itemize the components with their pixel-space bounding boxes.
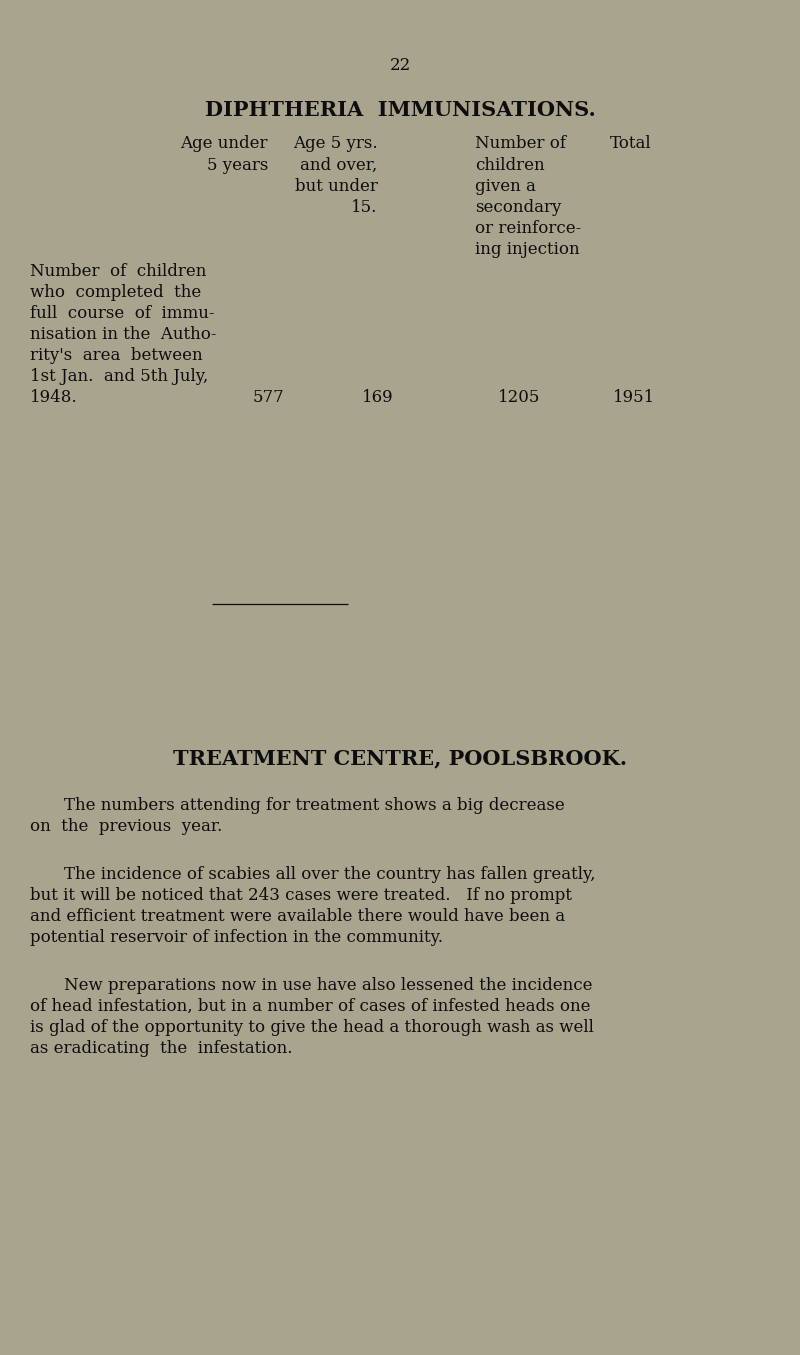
Text: 1951: 1951 bbox=[613, 389, 654, 406]
Text: The incidence of scabies all over the country has fallen greatly,: The incidence of scabies all over the co… bbox=[64, 866, 595, 883]
Text: Number  of  children: Number of children bbox=[30, 263, 206, 280]
Text: full  course  of  immu-: full course of immu- bbox=[30, 305, 215, 322]
Text: and over,: and over, bbox=[300, 156, 378, 173]
Text: children: children bbox=[475, 156, 545, 173]
Text: given a: given a bbox=[475, 178, 536, 195]
Text: secondary: secondary bbox=[475, 198, 562, 215]
Text: TREATMENT CENTRE, POOLSBROOK.: TREATMENT CENTRE, POOLSBROOK. bbox=[173, 748, 627, 768]
Text: rity's  area  between: rity's area between bbox=[30, 347, 203, 364]
Text: Number of: Number of bbox=[475, 136, 566, 153]
Text: nisation in the  Autho-: nisation in the Autho- bbox=[30, 325, 217, 343]
Text: or reinforce-: or reinforce- bbox=[475, 220, 582, 237]
Text: 1948.: 1948. bbox=[30, 389, 78, 406]
Text: who  completed  the: who completed the bbox=[30, 285, 202, 301]
Text: 169: 169 bbox=[362, 389, 394, 406]
Text: Total: Total bbox=[610, 136, 651, 153]
Text: New preparations now in use have also lessened the incidence: New preparations now in use have also le… bbox=[64, 977, 593, 995]
Text: as eradicating  the  infestation.: as eradicating the infestation. bbox=[30, 1041, 293, 1057]
Text: 577: 577 bbox=[252, 389, 284, 406]
Text: 5 years: 5 years bbox=[206, 156, 268, 173]
Text: is glad of the opportunity to give the head a thorough wash as well: is glad of the opportunity to give the h… bbox=[30, 1019, 594, 1037]
Text: ing injection: ing injection bbox=[475, 241, 580, 257]
Text: The numbers attending for treatment shows a big decrease: The numbers attending for treatment show… bbox=[64, 797, 565, 814]
Text: 22: 22 bbox=[390, 57, 410, 75]
Text: potential reservoir of infection in the community.: potential reservoir of infection in the … bbox=[30, 930, 443, 946]
Text: 15.: 15. bbox=[351, 198, 378, 215]
Text: on  the  previous  year.: on the previous year. bbox=[30, 818, 222, 835]
Text: DIPHTHERIA  IMMUNISATIONS.: DIPHTHERIA IMMUNISATIONS. bbox=[205, 100, 595, 121]
Text: Age under: Age under bbox=[181, 136, 268, 153]
Text: but under: but under bbox=[294, 178, 378, 195]
Text: of head infestation, but in a number of cases of infested heads one: of head infestation, but in a number of … bbox=[30, 997, 591, 1015]
Text: and efficient treatment were available there would have been a: and efficient treatment were available t… bbox=[30, 908, 566, 925]
Text: 1205: 1205 bbox=[498, 389, 540, 406]
Text: 1st Jan.  and 5th July,: 1st Jan. and 5th July, bbox=[30, 367, 209, 385]
Text: Age 5 yrs.: Age 5 yrs. bbox=[293, 136, 378, 153]
Text: but it will be noticed that 243 cases were treated.   If no prompt: but it will be noticed that 243 cases we… bbox=[30, 888, 573, 904]
